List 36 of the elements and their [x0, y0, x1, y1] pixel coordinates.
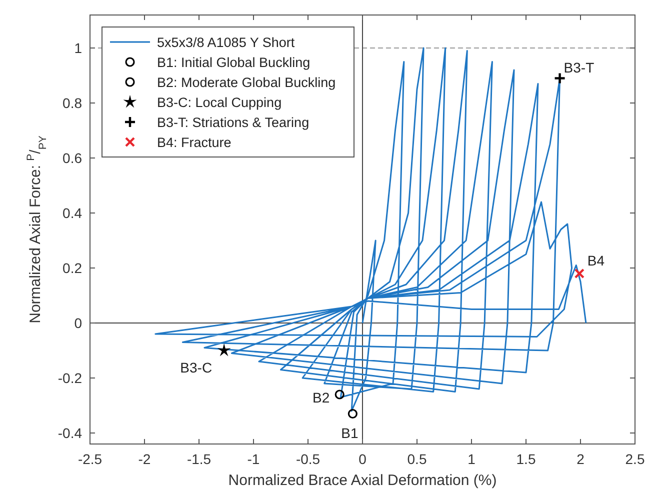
legend-label: B2: Moderate Global Buckling: [157, 75, 336, 90]
x-tick-label: 1.5: [516, 451, 536, 467]
point: [348, 408, 358, 419]
legend-label: B3-C: Local Cupping: [157, 95, 282, 110]
legend-label: B3-T: Striations & Tearing: [157, 115, 310, 130]
point: [334, 390, 344, 400]
x-tick-label: -1.5: [186, 451, 212, 467]
x-tick-label: 0.5: [407, 451, 427, 467]
x-tick-label: 2: [576, 451, 585, 467]
y-tick-label: -0.2: [58, 370, 82, 386]
legend-label: B1: Initial Global Buckling: [157, 55, 310, 70]
x-tick-label: -0.5: [296, 451, 320, 467]
annotation: B3-C: [180, 360, 212, 376]
x-tick-label: -2: [138, 451, 151, 467]
annotation: B4: [587, 252, 605, 268]
annotation: B1: [341, 424, 358, 441]
x-tick-label: 1: [468, 451, 476, 467]
legend-label: 5x5x3/8 A1085 Y Short: [157, 35, 295, 50]
x-axis-title: Normalized Brace Axial Deformation (%): [228, 472, 497, 489]
x-tick-label: -2.5: [78, 451, 102, 467]
y-tick-label: 0.6: [62, 150, 82, 166]
x-tick-label: 0: [358, 451, 367, 467]
y-tick-label: 0.8: [62, 95, 82, 111]
point: [574, 268, 585, 279]
point: [218, 344, 230, 356]
y-tick-label: 0.2: [62, 260, 82, 276]
annotation: B3-T: [564, 59, 595, 76]
x-tick-label: 2.5: [625, 451, 645, 467]
point: [554, 72, 566, 84]
x-tick-label: -1: [247, 451, 260, 467]
annotation: B2: [312, 390, 330, 406]
y-tick-label: 0: [74, 315, 82, 331]
y-tick-label: -0.4: [58, 425, 82, 441]
legend-label: B4: Fracture: [157, 135, 232, 150]
y-tick-label: 1: [74, 40, 82, 56]
y-tick-label: 0.4: [62, 205, 82, 221]
